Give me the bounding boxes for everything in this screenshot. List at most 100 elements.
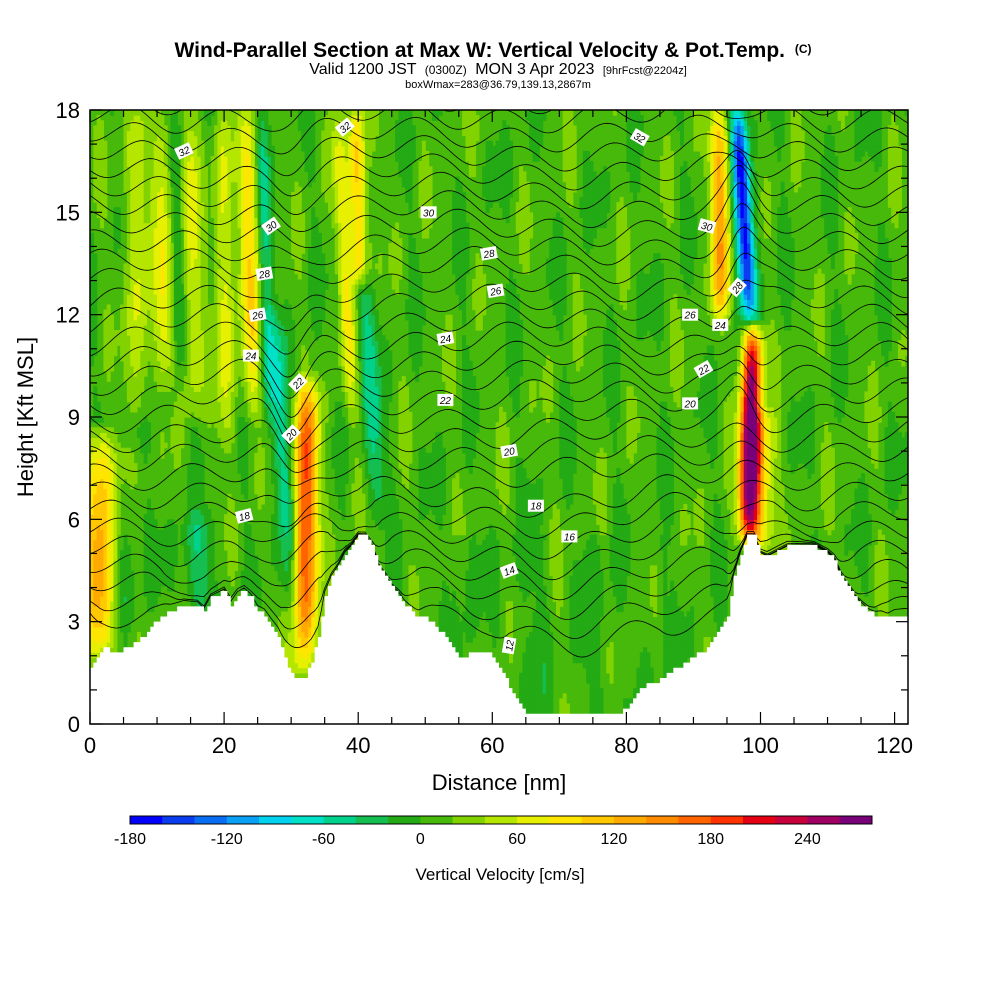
velocity-cell (271, 555, 275, 561)
velocity-cell (126, 232, 131, 239)
velocity-cell (200, 601, 205, 607)
velocity-cell (157, 314, 161, 321)
velocity-cell (90, 473, 94, 479)
velocity-cell (153, 217, 158, 224)
velocity-cell (150, 560, 155, 566)
velocity-cell (230, 340, 235, 346)
velocity-cell (103, 509, 108, 515)
velocity-cell (100, 150, 105, 157)
velocity-cell (93, 411, 98, 418)
velocity-cell (277, 544, 282, 551)
velocity-cell (136, 186, 141, 193)
velocity-cell (140, 130, 145, 137)
velocity-cell (133, 376, 138, 382)
velocity-cell (224, 330, 229, 336)
velocity-cell (193, 370, 198, 377)
velocity-cell (96, 432, 101, 439)
velocity-cell (163, 166, 168, 172)
velocity-cell (214, 186, 218, 193)
velocity-cell (120, 596, 125, 602)
velocity-cell (146, 278, 151, 285)
velocity-cell (307, 452, 312, 459)
velocity-cell (126, 550, 131, 556)
velocity-cell (291, 463, 296, 469)
velocity-cell (247, 580, 252, 587)
velocity-cell (294, 243, 299, 249)
velocity-cell (210, 529, 215, 536)
velocity-cell (126, 473, 131, 479)
velocity-cell (267, 263, 272, 270)
velocity-cell (230, 202, 235, 208)
velocity-cell (173, 115, 178, 121)
velocity-cell (220, 309, 225, 316)
velocity-cell (193, 386, 198, 393)
velocity-cell (227, 299, 232, 306)
velocity-cell (254, 186, 259, 193)
velocity-cell (291, 232, 296, 239)
velocity-cell (267, 135, 272, 142)
velocity-cell (294, 442, 299, 449)
velocity-cell (183, 401, 188, 408)
velocity-cell (207, 309, 212, 316)
velocity-cell (301, 667, 306, 674)
velocity-cell (96, 171, 101, 178)
velocity-cell (140, 202, 145, 208)
velocity-cell (200, 166, 205, 172)
velocity-cell (170, 437, 175, 444)
velocity-cell (100, 478, 105, 485)
velocity-cell (113, 519, 118, 526)
velocity-cell (304, 539, 309, 546)
velocity-cell (207, 360, 212, 367)
velocity-cell (304, 427, 309, 433)
velocity-cell (260, 243, 265, 249)
velocity-cell (237, 191, 242, 198)
velocity-cell (244, 176, 249, 183)
velocity-cell (100, 570, 105, 577)
velocity-cell (143, 202, 148, 208)
velocity-cell (294, 631, 299, 638)
velocity-cell (126, 340, 131, 346)
velocity-cell (126, 145, 131, 152)
velocity-cell (224, 304, 229, 311)
velocity-cell (257, 590, 262, 597)
velocity-cell (197, 202, 202, 208)
velocity-cell (130, 283, 135, 290)
velocity-cell (136, 309, 141, 316)
velocity-cell (100, 442, 105, 449)
velocity-cell (167, 529, 172, 536)
velocity-cell (294, 642, 299, 648)
velocity-cell (113, 550, 118, 556)
velocity-cell (190, 324, 195, 331)
velocity-cell (200, 258, 205, 265)
velocity-cell (203, 555, 208, 561)
velocity-cell (110, 473, 115, 479)
velocity-cell (237, 237, 242, 244)
velocity-cell (90, 560, 94, 566)
velocity-cell (207, 417, 212, 423)
velocity-cell (90, 647, 94, 653)
velocity-cell (200, 585, 205, 592)
velocity-cell (173, 406, 178, 413)
velocity-cell (197, 156, 202, 162)
velocity-cell (123, 621, 128, 628)
velocity-cell (187, 273, 192, 280)
velocity-cell (90, 657, 94, 664)
velocity-cell (103, 314, 108, 321)
velocity-cell (153, 360, 158, 367)
velocity-cell (214, 171, 218, 178)
velocity-cell (160, 340, 165, 346)
velocity-cell (281, 452, 286, 459)
velocity-cell (227, 365, 232, 372)
velocity-cell (190, 386, 195, 393)
velocity-cell (274, 304, 279, 311)
velocity-cell (197, 411, 202, 418)
velocity-cell (90, 427, 94, 433)
velocity-cell (173, 427, 178, 433)
velocity-cell (284, 539, 289, 546)
velocity-cell (207, 539, 212, 546)
velocity-cell (190, 478, 195, 485)
velocity-cell (106, 330, 111, 336)
velocity-cell (136, 237, 141, 244)
velocity-cell (197, 493, 202, 500)
velocity-cell (153, 243, 158, 249)
